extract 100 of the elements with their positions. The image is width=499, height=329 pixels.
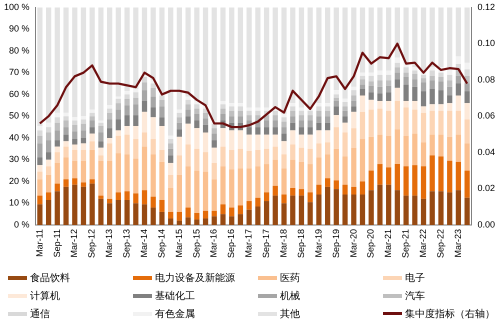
- bar: [72, 120, 78, 125]
- bar: [124, 154, 130, 192]
- bar: [159, 106, 165, 118]
- bar: [334, 90, 339, 94]
- bar: [281, 168, 287, 195]
- bar: [298, 189, 304, 196]
- bar: [308, 7, 313, 108]
- bar: [403, 100, 409, 108]
- bar: [90, 141, 95, 150]
- bar: [377, 86, 383, 94]
- legend-label: 汽车: [405, 290, 425, 302]
- bar: [133, 158, 138, 194]
- bar: [264, 127, 270, 135]
- bar: [98, 122, 104, 126]
- bar: [403, 107, 409, 136]
- bar: [133, 88, 138, 92]
- bar: [334, 148, 339, 180]
- bar: [360, 88, 366, 96]
- bar: [430, 134, 435, 156]
- bar: [464, 170, 470, 198]
- bar: [456, 76, 462, 84]
- bar: [90, 134, 95, 142]
- bar: [325, 106, 330, 111]
- bar: [412, 134, 418, 166]
- bar: [202, 124, 208, 133]
- bar: [290, 196, 296, 225]
- bar: [272, 120, 278, 128]
- bar: [394, 129, 400, 164]
- bar: [430, 7, 435, 68]
- bar: [194, 128, 200, 149]
- bar: [229, 130, 234, 150]
- bar: [46, 7, 52, 123]
- y2-tick-label: 0.12: [477, 2, 496, 12]
- bar: [325, 178, 330, 187]
- bar: [46, 127, 52, 133]
- x-tick-label: Mar-20: [348, 228, 358, 258]
- bar: [194, 220, 200, 225]
- bar: [63, 179, 69, 187]
- bar: [116, 110, 121, 120]
- bar: [194, 104, 200, 109]
- y2-tick-label: 0.06: [477, 110, 496, 121]
- bar: [246, 134, 252, 151]
- x-tick-label: Mar-18: [278, 228, 289, 258]
- bar: [80, 150, 86, 161]
- bar: [420, 78, 426, 82]
- bar: [107, 143, 112, 161]
- bar: [403, 166, 409, 196]
- y2-tick-label: 0.02: [477, 183, 496, 194]
- bar: [246, 151, 252, 168]
- bar: [281, 114, 287, 118]
- bar: [142, 100, 148, 112]
- bar: [447, 103, 452, 111]
- bar: [420, 82, 426, 92]
- bar: [272, 110, 278, 116]
- bar: [142, 77, 148, 82]
- bar: [316, 122, 322, 130]
- bar: [368, 100, 374, 110]
- bar: [438, 77, 444, 82]
- bar: [403, 84, 409, 101]
- x-tick-label: Mar-23: [452, 228, 463, 258]
- bar: [63, 141, 69, 147]
- bar: [54, 162, 60, 184]
- bar: [298, 162, 304, 190]
- bar: [351, 100, 356, 106]
- bar: [37, 7, 42, 126]
- bar: [72, 131, 78, 140]
- bar: [194, 148, 200, 171]
- bar: [220, 108, 226, 114]
- bar: [107, 7, 112, 106]
- bar: [150, 117, 156, 140]
- x-tick-label: Mar-12: [69, 228, 80, 258]
- bar: [229, 169, 234, 208]
- bar: [456, 134, 462, 162]
- bar: [194, 213, 200, 220]
- bar: [150, 7, 156, 80]
- bar: [212, 148, 217, 163]
- bar: [150, 84, 156, 88]
- bar: [360, 96, 366, 112]
- bar: [98, 7, 104, 121]
- bar: [342, 7, 348, 99]
- bar: [438, 7, 444, 68]
- bar: [98, 132, 104, 142]
- bar: [447, 74, 452, 80]
- bar: [37, 126, 42, 130]
- bar: [98, 126, 104, 133]
- bar: [185, 166, 191, 208]
- x-tick-label: Mar-13: [104, 228, 114, 258]
- legend-label: 食品饮料: [30, 272, 70, 284]
- bar: [281, 141, 287, 154]
- bar: [386, 7, 392, 70]
- bar: [246, 115, 252, 121]
- bar: [124, 98, 130, 106]
- bar: [168, 139, 174, 144]
- bar: [107, 138, 112, 144]
- x-tick-label: Sep-21: [400, 228, 411, 258]
- bar: [298, 148, 304, 162]
- bar: [212, 134, 217, 140]
- bar: [386, 74, 392, 80]
- bar: [394, 57, 400, 63]
- bar: [63, 127, 69, 135]
